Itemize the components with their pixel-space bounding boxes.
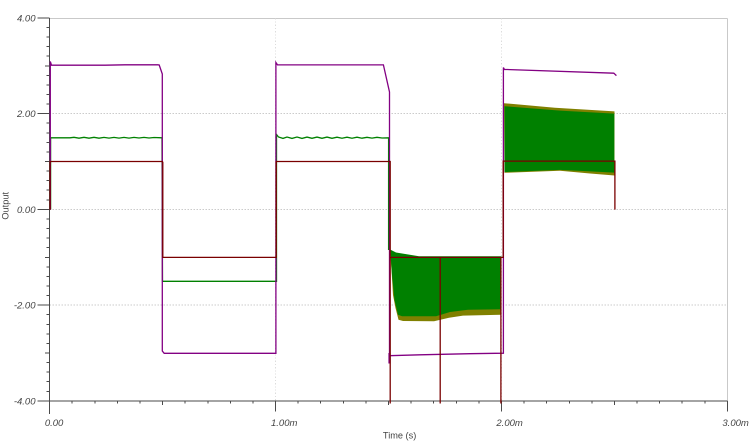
svg-text:0.00: 0.00: [17, 205, 36, 216]
svg-text:Time (s): Time (s): [383, 431, 416, 441]
svg-text:0.00: 0.00: [45, 418, 64, 429]
svg-text:Output: Output: [0, 192, 10, 220]
svg-text:-4.00: -4.00: [14, 396, 36, 407]
svg-text:2.00m: 2.00m: [495, 418, 522, 429]
svg-text:1.00m: 1.00m: [271, 418, 297, 429]
svg-text:-2.00: -2.00: [14, 301, 36, 312]
svg-text:4.00: 4.00: [17, 13, 36, 24]
svg-text:3.00m: 3.00m: [722, 418, 748, 429]
svg-text:2.00: 2.00: [16, 109, 36, 120]
